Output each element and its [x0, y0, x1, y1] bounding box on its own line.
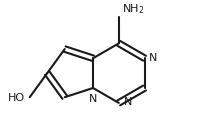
Text: NH$_2$: NH$_2$	[122, 2, 144, 16]
Text: N: N	[89, 94, 97, 104]
Text: N: N	[124, 97, 132, 107]
Text: HO: HO	[8, 93, 25, 103]
Text: N: N	[149, 53, 158, 63]
